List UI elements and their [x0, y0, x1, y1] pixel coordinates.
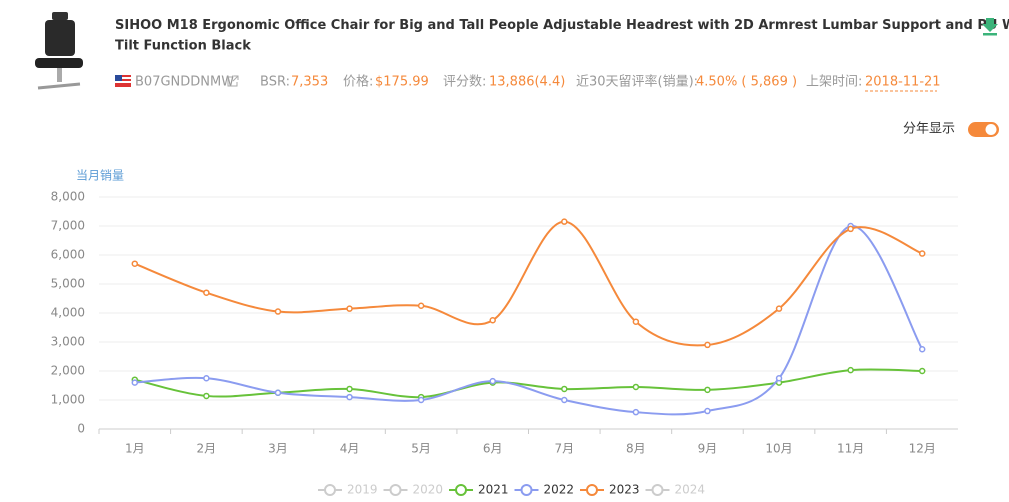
x-tick-label: 11月 — [837, 442, 864, 456]
x-tick-label: 5月 — [411, 442, 431, 456]
point — [704, 386, 711, 394]
legend-dot — [389, 484, 402, 496]
point — [847, 366, 854, 374]
y-tick-label: 1,000 — [51, 393, 85, 407]
point — [346, 385, 353, 393]
y-tick-label: 7,000 — [51, 219, 85, 233]
x-tick-label: 2月 — [197, 442, 217, 456]
toggle-switch[interactable] — [968, 122, 999, 137]
point — [417, 396, 425, 404]
x-tick-label: 1月 — [125, 442, 145, 456]
point — [417, 302, 425, 309]
x-tick-label: 3月 — [268, 442, 288, 456]
legend-label: 2020 — [413, 483, 444, 497]
legend-item[interactable]: 2023 — [580, 483, 640, 497]
point — [274, 389, 282, 396]
external-link-icon[interactable] — [227, 75, 239, 87]
legend-label: 2023 — [609, 483, 640, 497]
stat-value: $175.99 — [375, 75, 429, 90]
legend-dot — [455, 484, 467, 496]
stat-label: 价格: — [343, 74, 373, 90]
y-tick-label: 5,000 — [51, 277, 85, 291]
product-title-line2: Tilt Function Black — [115, 39, 251, 54]
stat-value: 2018-11-21 — [865, 75, 941, 90]
point — [632, 318, 640, 325]
legend-item[interactable]: 2022 — [514, 483, 575, 497]
point — [346, 393, 353, 401]
point — [847, 225, 854, 233]
y-tick-label: 4,000 — [51, 306, 85, 320]
point — [131, 260, 139, 267]
point — [561, 396, 568, 404]
flag-icon — [115, 75, 131, 87]
point — [704, 407, 711, 415]
y-tick-label: 3,000 — [51, 335, 85, 349]
stat-label: 评分数: — [443, 75, 486, 90]
y-tick-label: 0 — [77, 422, 85, 436]
point — [918, 250, 926, 257]
point — [274, 308, 282, 315]
x-tick-label: 8月 — [626, 442, 646, 456]
y-tick-label: 2,000 — [51, 364, 85, 378]
legend-dot — [651, 484, 664, 496]
stat-value: 13,886(4.4) — [489, 75, 565, 90]
point — [346, 305, 353, 312]
legend-label: 2019 — [347, 483, 378, 497]
point — [203, 392, 210, 400]
stat-label: 上架时间: — [806, 75, 862, 90]
legend-dot — [586, 484, 598, 496]
point — [203, 289, 210, 296]
point — [561, 218, 568, 225]
legend-item[interactable]: 2019 — [318, 483, 378, 497]
point — [632, 383, 640, 391]
x-tick-label: 4月 — [340, 442, 360, 456]
x-tick-label: 9月 — [698, 442, 718, 456]
series-line — [134, 224, 924, 416]
legend-item[interactable]: 2020 — [383, 483, 444, 497]
x-tick-label: 7月 — [554, 442, 574, 456]
point — [131, 379, 139, 386]
stat-value: 7,353 — [291, 75, 328, 90]
point — [203, 375, 210, 382]
point — [489, 377, 496, 385]
legend-label: 2022 — [544, 483, 575, 497]
stat-value: 4.50% ( 5,869 ) — [696, 75, 797, 90]
stat-label: 近30天留评率(销量): — [576, 74, 698, 90]
point — [704, 341, 711, 349]
point — [632, 408, 640, 416]
point — [918, 346, 926, 353]
point — [561, 385, 568, 393]
toggle-label: 分年显示 — [903, 122, 955, 137]
product-title-line1: SIHOO M18 Ergonomic Office Chair for Big… — [115, 18, 1009, 33]
y-tick-label: 8,000 — [51, 190, 85, 204]
legend-dot — [520, 484, 533, 496]
legend-label: 2021 — [478, 483, 509, 497]
y-tick-label: 6,000 — [51, 248, 85, 262]
x-tick-label: 6月 — [483, 442, 503, 456]
x-tick-label: 12月 — [909, 442, 936, 456]
product-image — [35, 12, 83, 90]
series-line — [134, 368, 923, 399]
download-icon[interactable] — [982, 18, 998, 36]
point — [918, 367, 926, 375]
legend-item[interactable]: 2024 — [645, 483, 706, 497]
y-axis-label: 当月销量 — [76, 169, 124, 183]
legend-dot — [324, 484, 336, 496]
point — [489, 317, 496, 324]
stat-label: BSR: — [260, 75, 290, 90]
asin: B07GNDDNMW — [135, 75, 234, 90]
legend-label: 2024 — [675, 483, 706, 497]
legend-item[interactable]: 2021 — [449, 483, 509, 497]
point — [775, 375, 783, 382]
x-tick-label: 10月 — [765, 442, 792, 456]
point — [775, 305, 783, 312]
